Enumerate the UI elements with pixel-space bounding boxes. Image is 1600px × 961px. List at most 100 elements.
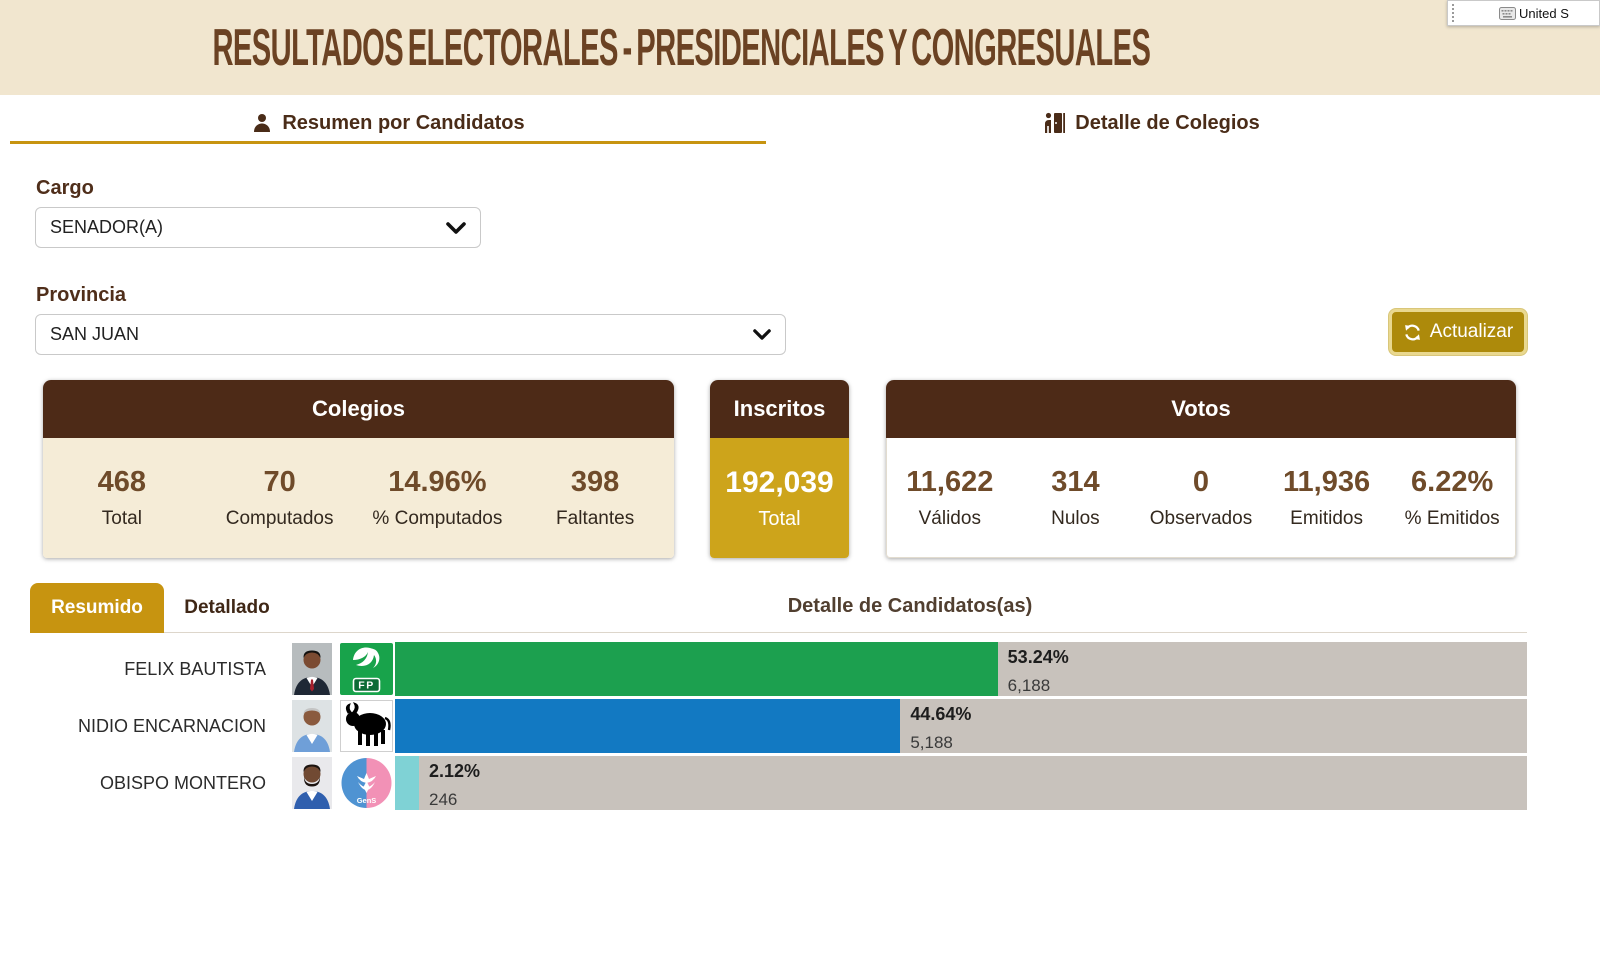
cargo-select-value: SENADOR(A) bbox=[50, 217, 164, 237]
stat-label: Válidos bbox=[918, 507, 981, 529]
bar-percent: 53.24% bbox=[1007, 647, 1069, 667]
bar-track: 53.24% 6,188 bbox=[395, 642, 1527, 696]
stat-votos-pct-emitidos: 6.22% % Emitidos bbox=[1389, 466, 1515, 530]
inscritos-card-header: Inscritos bbox=[710, 380, 849, 438]
votos-card: Votos 11,622 Válidos 314 Nulos 0 Observa… bbox=[886, 380, 1516, 558]
tab-detalle-de-colegios[interactable]: Detalle de Colegios bbox=[766, 103, 1536, 143]
svg-text:FP: FP bbox=[358, 680, 374, 692]
svg-text:GenS: GenS bbox=[357, 796, 377, 805]
stat-value: 314 bbox=[1051, 465, 1100, 498]
inscritos-card-body: 192,039 Total bbox=[710, 438, 849, 558]
stat-label: % Emitidos bbox=[1404, 507, 1500, 529]
votos-card-header: Votos bbox=[886, 380, 1516, 438]
chart-row: OBISPO MONTERO bbox=[30, 756, 1527, 810]
stat-label: Total bbox=[101, 508, 142, 529]
result-bar bbox=[395, 756, 419, 810]
os-language-bar[interactable]: United S bbox=[1447, 0, 1600, 26]
language-bar-grip-handle[interactable] bbox=[1452, 4, 1455, 22]
gens-logo: GenS bbox=[340, 757, 393, 809]
tab-detallado-label: Detallado bbox=[184, 596, 270, 618]
bar-value-labels: 53.24% 6,188 bbox=[1008, 647, 1069, 696]
result-bar bbox=[395, 699, 901, 753]
actualizar-button[interactable]: Actualizar bbox=[1389, 309, 1527, 355]
candidate-name: NIDIO ENCARNACION bbox=[77, 715, 266, 736]
bull-logo bbox=[340, 700, 393, 752]
candidate-name: FELIX BAUTISTA bbox=[124, 658, 266, 679]
tab-resumen-por-candidatos[interactable]: Resumen por Candidatos bbox=[10, 103, 766, 143]
cargo-label: Cargo bbox=[36, 177, 94, 199]
colegios-card-body: 468 Total 70 Computados 14.96% % Computa… bbox=[43, 438, 674, 558]
stat-colegios-total: 468 Total bbox=[43, 466, 201, 530]
stat-value: 70 bbox=[263, 466, 296, 498]
chevron-down-icon bbox=[446, 221, 466, 235]
page-title: RESULTADOS ELECTORALES - PRESIDENCIALES … bbox=[212, 18, 1150, 77]
stat-value: 398 bbox=[570, 466, 620, 498]
stat-label: % Computados bbox=[372, 508, 503, 529]
stat-colegios-faltantes: 398 Faltantes bbox=[516, 466, 674, 530]
bar-value-labels: 2.12% 246 bbox=[429, 761, 480, 810]
stat-value: 468 bbox=[97, 466, 147, 498]
candidate-photo bbox=[292, 700, 332, 752]
chart-row: NIDIO ENCARNACION bbox=[30, 699, 1527, 753]
actualizar-button-label: Actualizar bbox=[1429, 321, 1514, 342]
stat-votos-emitidos: 11,936 Emitidos bbox=[1264, 466, 1390, 530]
tab-resumen-label: Resumen por Candidatos bbox=[282, 111, 525, 134]
stat-label: Computados bbox=[225, 508, 334, 529]
results-tab-divider bbox=[30, 632, 1527, 633]
tab-detalle-label: Detalle de Colegios bbox=[1075, 111, 1260, 134]
stat-votos-observados: 0 Observados bbox=[1138, 466, 1264, 530]
tab-resumido[interactable]: Resumido bbox=[30, 583, 164, 633]
chevron-down-icon bbox=[753, 328, 771, 341]
inscritos-label: Total bbox=[758, 507, 801, 530]
header-band bbox=[0, 0, 1600, 95]
bar-votes: 246 bbox=[428, 790, 458, 809]
bar-percent: 2.12% bbox=[428, 761, 481, 781]
keyboard-icon bbox=[1499, 6, 1516, 20]
result-bar bbox=[395, 642, 998, 696]
fp-logo: FP bbox=[340, 643, 393, 695]
candidate-photo bbox=[292, 757, 332, 809]
colegios-card-title: Colegios bbox=[312, 396, 405, 421]
stat-value: 6.22% bbox=[1411, 465, 1494, 498]
page-title-wrap: RESULTADOS ELECTORALES - PRESIDENCIALES … bbox=[0, 0, 1362, 95]
provincia-select-value: SAN JUAN bbox=[50, 324, 140, 344]
provincia-label: Provincia bbox=[36, 284, 127, 306]
bar-votes: 6,188 bbox=[1007, 676, 1051, 695]
stat-value: 0 bbox=[1192, 465, 1210, 498]
stat-votos-nulos: 314 Nulos bbox=[1013, 466, 1139, 530]
stat-value: 11,622 bbox=[906, 465, 994, 498]
bar-value-labels: 44.64% 5,188 bbox=[910, 704, 971, 753]
refresh-icon bbox=[1403, 323, 1422, 342]
inscritos-card-title: Inscritos bbox=[733, 396, 826, 421]
inscritos-value: 192,039 bbox=[725, 465, 834, 499]
stat-value: 11,936 bbox=[1283, 465, 1371, 498]
colegios-card: Colegios 468 Total 70 Computados 14.96% … bbox=[43, 380, 674, 558]
stat-value: 14.96% bbox=[388, 466, 487, 498]
active-tab-underline bbox=[10, 141, 766, 144]
tab-detallado[interactable]: Detallado bbox=[164, 583, 290, 632]
chart-heading: Detalle de Candidatos(as) bbox=[787, 595, 1033, 617]
stat-colegios-computados: 70 Computados bbox=[201, 466, 359, 530]
stat-label: Emitidos bbox=[1290, 507, 1363, 529]
chart-row: FELIX BAUTISTA FP bbox=[30, 642, 1527, 696]
person-icon bbox=[251, 112, 273, 134]
stat-label: Faltantes bbox=[556, 508, 635, 529]
inscritos-card: Inscritos 192,039 Total bbox=[710, 380, 849, 558]
votos-card-body: 11,622 Válidos 314 Nulos 0 Observados 11… bbox=[886, 438, 1516, 558]
stat-colegios-pct-computados: 14.96% % Computados bbox=[359, 466, 517, 530]
bar-track: 44.64% 5,188 bbox=[395, 699, 1527, 753]
stat-votos-validos: 11,622 Válidos bbox=[887, 466, 1013, 530]
colegios-card-header: Colegios bbox=[43, 380, 674, 438]
candidate-name: OBISPO MONTERO bbox=[99, 772, 266, 793]
candidate-photo bbox=[292, 643, 332, 695]
candidates-bar-chart: FELIX BAUTISTA FP bbox=[30, 642, 1527, 813]
cargo-select[interactable]: SENADOR(A) bbox=[35, 207, 481, 248]
provincia-select[interactable]: SAN JUAN bbox=[35, 314, 786, 355]
language-bar-label: United S bbox=[1519, 5, 1569, 21]
stat-label: Observados bbox=[1149, 507, 1253, 529]
bar-track: 2.12% 246 bbox=[395, 756, 1527, 810]
votos-card-title: Votos bbox=[1171, 396, 1231, 421]
stat-label: Nulos bbox=[1051, 507, 1100, 529]
bar-percent: 44.64% bbox=[910, 704, 972, 724]
